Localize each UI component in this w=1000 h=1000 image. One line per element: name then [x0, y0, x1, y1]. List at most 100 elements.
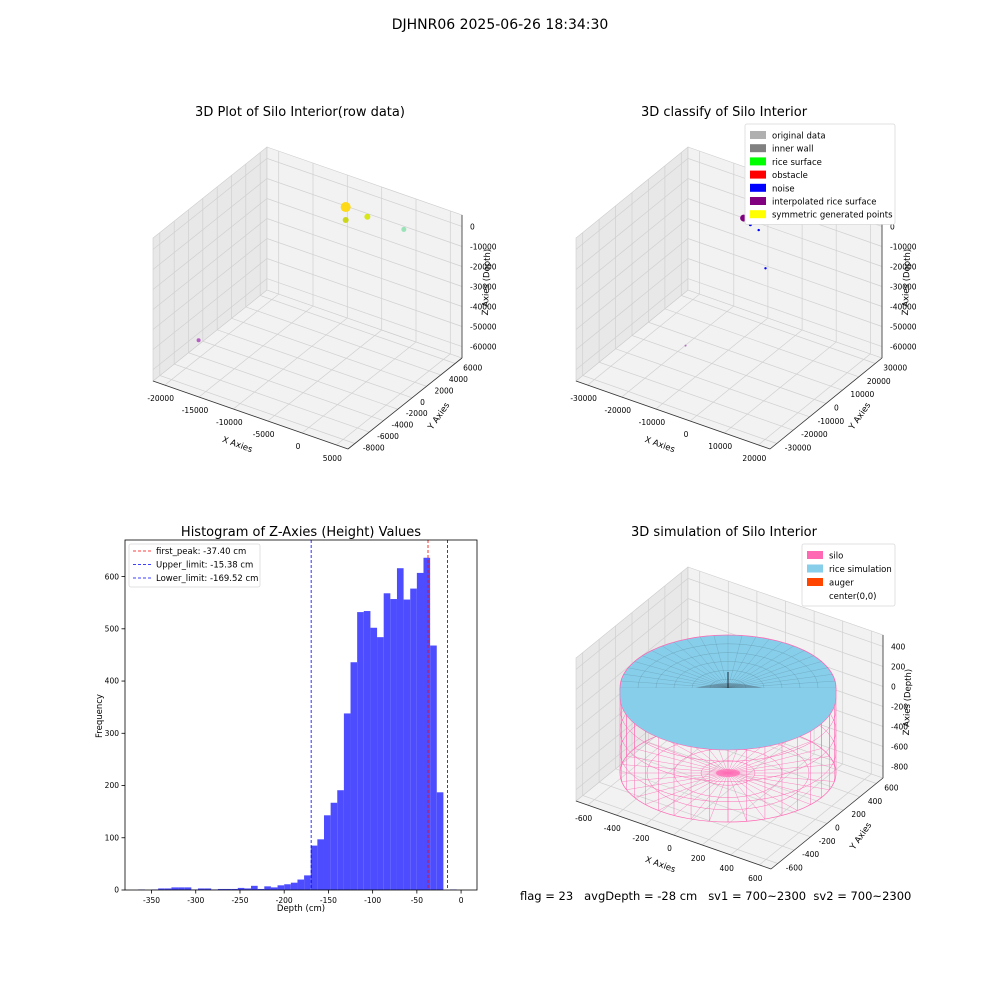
- silo-bottom-spoke: [709, 772, 729, 822]
- rice-mesh-spoke: [662, 645, 729, 689]
- y-gridline: [631, 192, 827, 404]
- z-tick-label: -40000: [890, 303, 917, 312]
- z-gridline: [152, 158, 463, 250]
- z-tick-label: -30000: [470, 283, 497, 292]
- z-gridline: [152, 198, 463, 290]
- y-tick-label: -20000: [801, 430, 828, 439]
- y-gridline: [259, 152, 456, 364]
- x-axis-line: [152, 380, 349, 450]
- x-gridline: [267, 187, 383, 422]
- x-tick-label: -15000: [182, 406, 209, 415]
- y-axis-label: Frequency: [95, 694, 105, 738]
- legend-swatch: [750, 170, 766, 179]
- silo-bottom-spoke: [727, 756, 830, 774]
- legend-label: silo: [829, 552, 843, 562]
- x-tick-label: -20000: [147, 394, 174, 403]
- histogram-bar: [403, 599, 411, 890]
- histogram-bar: [396, 568, 404, 890]
- x-tick-label: 200: [691, 854, 706, 863]
- x-tick-label: 400: [720, 864, 735, 873]
- z-tick-label: 0: [891, 682, 896, 691]
- z-gridline: [152, 278, 463, 370]
- data-point: [364, 213, 371, 220]
- silo-bottom-spoke: [727, 772, 822, 798]
- rice-mesh-spoke: [713, 635, 729, 689]
- y-tick-label: 100: [105, 833, 120, 842]
- legend-label: Lower_limit: -169.52 cm: [156, 574, 258, 584]
- y-gridline: [648, 599, 844, 811]
- y-gridline: [188, 209, 384, 422]
- z-tick-label: 400: [891, 642, 906, 651]
- histogram-bar: [178, 887, 185, 890]
- x-tick-label: 10000: [708, 442, 732, 451]
- x-tick-label: 0: [684, 430, 689, 439]
- z-axis-label: Z Axies (Depth): [902, 669, 914, 736]
- y-gridline: [202, 198, 398, 410]
- y-tick-label: 600: [105, 572, 120, 581]
- x-axis-label: Depth (cm): [277, 904, 325, 914]
- x-axis-line: [575, 800, 772, 870]
- histogram-bar: [377, 637, 384, 890]
- y-tick-label: 400: [105, 677, 120, 686]
- histogram-bar: [357, 612, 364, 890]
- z-tick-label: -10000: [470, 242, 497, 251]
- depth-histogram: Histogram of Z-Axies (Height) Values -35…: [95, 525, 478, 914]
- histogram-bar: [410, 588, 417, 890]
- x-gridline: [198, 163, 314, 398]
- rice-mesh-spoke: [727, 645, 794, 689]
- x-tick-label: -5000: [253, 430, 275, 439]
- rice-mesh-spoke: [699, 636, 729, 689]
- rice-mesh-spoke: [642, 655, 729, 689]
- y-gridline: [216, 186, 413, 399]
- y-tick-label: 200: [105, 781, 120, 790]
- y-gridline: [680, 152, 876, 364]
- z-tick-label: 200: [891, 662, 906, 671]
- y-gridline: [582, 232, 777, 444]
- y-tick-label: -6000: [377, 432, 399, 441]
- y-gridline: [231, 175, 427, 387]
- histogram-bar: [284, 884, 291, 890]
- legend-swatch: [807, 551, 823, 559]
- y-tick-label: -8000: [363, 444, 385, 453]
- legend-label: Upper_limit: -15.38 cm: [156, 561, 253, 571]
- legend-swatch: [807, 591, 823, 600]
- x-axis-line: [575, 380, 771, 450]
- rice-mesh-spoke: [686, 638, 729, 689]
- legend-label: rice simulation: [829, 565, 892, 575]
- legend-swatch: [750, 144, 766, 153]
- x-gridline: [723, 199, 837, 434]
- silo-bottom-spoke: [673, 772, 729, 816]
- rice-mesh-spoke: [628, 667, 729, 689]
- z-tick-label: -400: [891, 723, 908, 732]
- z-gridline: [152, 238, 463, 330]
- y-tick-label: -400: [802, 850, 819, 859]
- histogram-bar: [244, 888, 252, 890]
- silo-bottom-spoke: [727, 772, 798, 811]
- silo-bottom-spoke: [645, 772, 729, 805]
- histogram-bar: [184, 887, 192, 890]
- y-gridline: [631, 612, 828, 824]
- histogram-bar: [330, 802, 338, 890]
- x-axis-label: X Axies: [221, 435, 254, 455]
- y-tick-label: 300: [105, 729, 120, 738]
- z-gridline: [575, 258, 883, 350]
- rice-mesh-spoke: [727, 638, 770, 689]
- x-gridline: [233, 175, 348, 410]
- y-gridline: [598, 639, 795, 851]
- data-point: [757, 228, 760, 232]
- histogram-bar: [423, 557, 431, 890]
- x-tick-label: -10000: [216, 418, 243, 427]
- z-gridline: [575, 578, 884, 670]
- y-gridline: [615, 625, 811, 838]
- silo-bottom-spoke: [634, 772, 729, 798]
- legend-swatch: [807, 578, 823, 586]
- z-tick-label: 0: [890, 222, 895, 231]
- y-tick-label: -200: [819, 837, 836, 846]
- legend-swatch: [750, 131, 766, 139]
- y-tick-label: -4000: [392, 421, 414, 430]
- silo-bottom-spoke: [634, 748, 729, 774]
- legend-label: first_peak: -37.40 cm: [156, 547, 246, 557]
- rice-mesh-spoke: [727, 650, 805, 689]
- histogram-bar: [164, 888, 172, 890]
- y-tick-label: 10000: [850, 390, 874, 399]
